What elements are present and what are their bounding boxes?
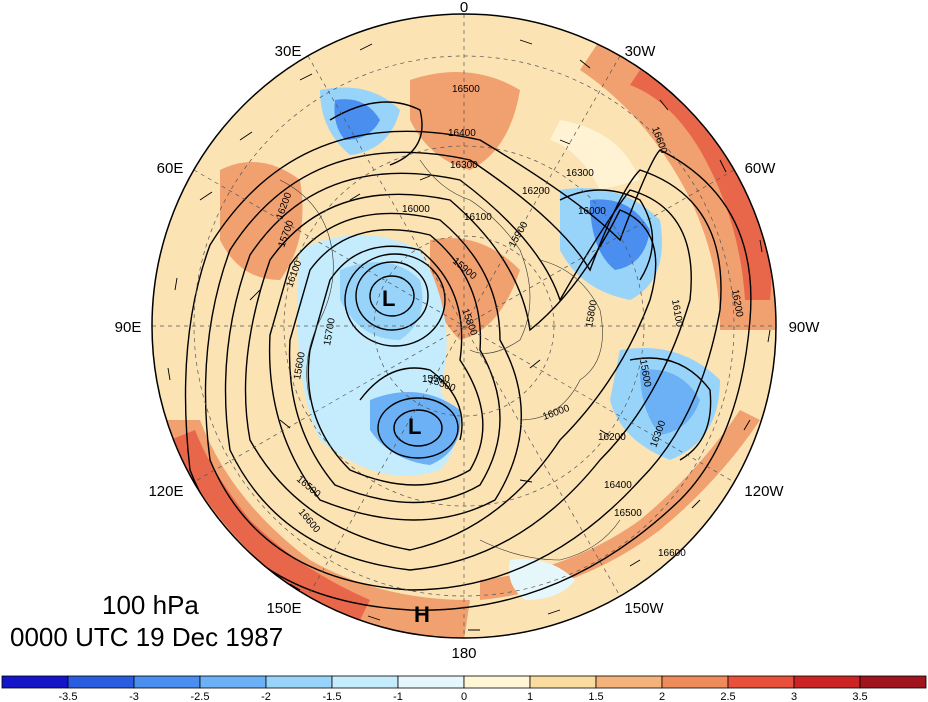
colorbar-tick-label: -3 [129, 691, 139, 702]
colorbar-tick-label: -1 [393, 691, 403, 702]
colorbar-tick-label: 2.5 [720, 691, 735, 702]
contour-label: 16000 [402, 204, 430, 215]
colorbar-box [133, 675, 201, 689]
low-center-1: L [382, 286, 395, 311]
colorbar-tick-label: -1.5 [323, 691, 342, 702]
lon-label-right-upper: 60W [745, 160, 777, 177]
colorbar-box [727, 675, 795, 689]
colorbar-box [331, 675, 399, 689]
lon-label-lower-left: 150E [266, 600, 301, 617]
colorbar: -3.5 -3 -2.5 -2 -1.5 -1 0 1 1.5 2 2.5 3 3.5 [1, 675, 927, 702]
graticule [152, 14, 776, 638]
colorbar-tick-label: -2.5 [191, 691, 210, 702]
colorbar-box [1, 675, 69, 689]
colorbar-tick-label: 3 [791, 691, 797, 702]
coastlines [279, 159, 621, 561]
lon-label-right-lower: 120W [744, 483, 784, 500]
colorbar-boxes [1, 675, 927, 689]
contour-label: 16300 [450, 160, 478, 171]
colorbar-box [793, 675, 861, 689]
longitude-labels: 0 30E 30W 60E 60W 90E 90W 120E 120W 150E… [115, 0, 821, 662]
contour-label: 16000 [578, 206, 606, 217]
lon-label-upper-right: 30W [625, 43, 657, 60]
lon-label-right: 90W [789, 319, 821, 336]
colorbar-tick-label: 1 [527, 691, 533, 702]
contour-label: 15500 [422, 374, 450, 385]
pressure-level-label: 100 hPa [102, 590, 199, 620]
colorbar-tick-label: 3.5 [852, 691, 867, 702]
colorbar-tick-label: -3.5 [59, 691, 78, 702]
lon-label-top: 0 [460, 0, 468, 16]
colorbar-tick-label: -2 [261, 691, 271, 702]
contour-label: 16200 [522, 186, 550, 197]
colorbar-box [661, 675, 729, 689]
colorbar-box [199, 675, 267, 689]
valid-time-label: 0000 UTC 19 Dec 1987 [10, 622, 284, 652]
colorbar-box [265, 675, 333, 689]
lon-label-upper-left: 30E [275, 43, 302, 60]
contour-label: 15800 [584, 299, 600, 329]
high-center-1: H [414, 602, 430, 627]
contour-label: 16100 [669, 299, 685, 329]
contour-label: 16400 [604, 480, 632, 491]
colorbar-tick-label: 1.5 [588, 691, 603, 702]
colorbar-box [859, 675, 927, 689]
contour-label: 16600 [658, 548, 686, 559]
map-boundary [151, 13, 777, 639]
colorbar-box [529, 675, 597, 689]
contour-label: 16200 [598, 432, 626, 443]
colorbar-box [67, 675, 135, 689]
colorbar-box [463, 675, 531, 689]
contour-label: 16200 [729, 289, 745, 319]
lon-label-left-lower: 120E [148, 483, 183, 500]
contour-label: 15600 [292, 351, 308, 381]
lon-label-lower-right: 150W [624, 600, 664, 617]
colorbar-ticks: -3.5 -3 -2.5 -2 -1.5 -1 0 1 1.5 2 2.5 3 3.5 [59, 691, 868, 702]
contour-label: 15700 [322, 317, 338, 347]
colorbar-box [595, 675, 663, 689]
lon-label-left: 90E [115, 319, 142, 336]
lon-label-bottom: 180 [451, 645, 476, 662]
lon-label-left-upper: 60E [157, 160, 184, 177]
contour-label: 16500 [452, 84, 480, 95]
colorbar-box [397, 675, 465, 689]
colorbar-tick-label: 2 [659, 691, 665, 702]
contour-label: 16300 [566, 168, 594, 179]
contour-label: 16500 [614, 508, 642, 519]
contour-label: 16100 [464, 212, 492, 223]
low-center-2: L [408, 414, 421, 439]
colorbar-tick-label: 0 [461, 691, 467, 702]
contour-label: 15600 [637, 359, 653, 389]
pressure-centers: L L H [382, 286, 430, 627]
contour-label: 16400 [448, 128, 476, 139]
